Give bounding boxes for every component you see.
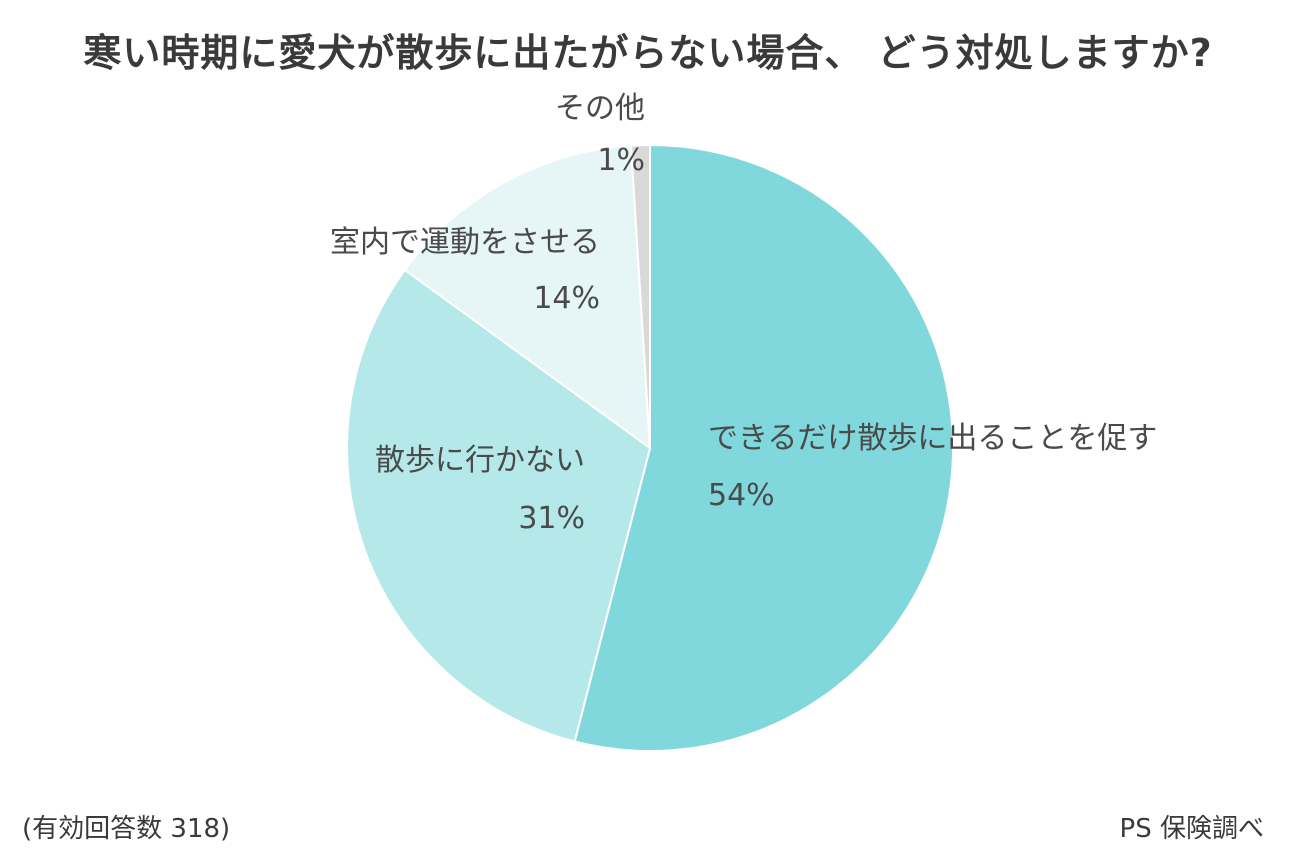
pie-slice <box>629 143 651 449</box>
slice-label: 室内で運動をさせる <box>330 225 600 260</box>
slice-label: 散歩に行かない <box>375 443 585 478</box>
slice-percent-label: 54% <box>708 478 775 513</box>
slice-label: できるだけ散歩に出ることを促す <box>708 421 1157 456</box>
slice-percent-label: 1% <box>597 143 645 178</box>
response-count-note: (有効回答数 318) <box>22 814 231 844</box>
source-credit: PS 保険調べ <box>1119 814 1264 844</box>
slice-percent-label: 14% <box>533 281 600 316</box>
chart-title: 寒い時期に愛犬が散歩に出たがらない場合、 どう対処しますか? <box>83 31 1213 75</box>
pie-slice <box>573 143 954 752</box>
pie-slice <box>403 144 652 451</box>
slice-label: その他 <box>555 91 645 126</box>
slice-percent-label: 31% <box>518 501 585 536</box>
pie-slice <box>346 268 652 743</box>
